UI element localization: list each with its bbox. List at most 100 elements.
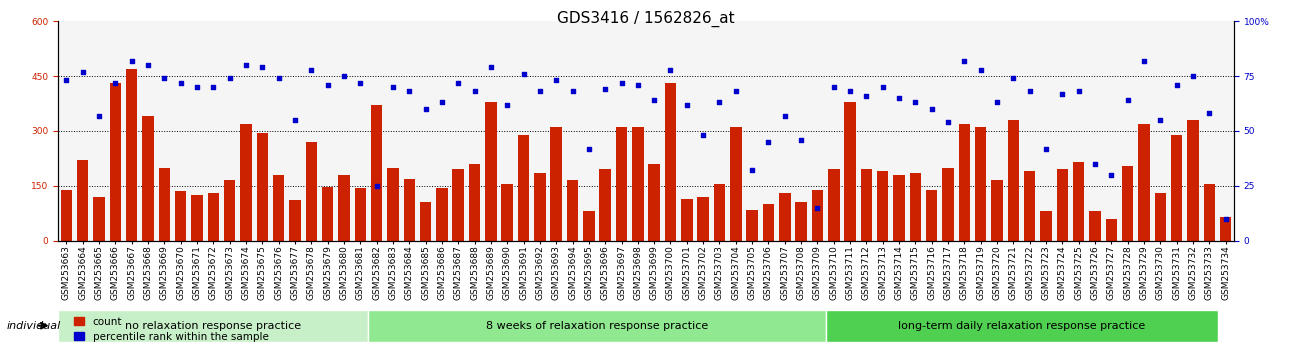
Bar	[991, 181, 1003, 241]
Text: GDS3416 / 1562826_at: GDS3416 / 1562826_at	[557, 11, 735, 27]
Bar	[1204, 184, 1214, 241]
Point	[906, 99, 926, 105]
Point	[1052, 91, 1072, 97]
Point	[235, 62, 256, 68]
Point	[693, 132, 713, 138]
Point	[56, 78, 76, 83]
Point	[513, 71, 534, 77]
Point	[562, 88, 583, 94]
Bar	[698, 197, 709, 241]
Bar	[893, 175, 904, 241]
Bar	[501, 184, 513, 241]
Bar	[599, 170, 611, 241]
Bar	[388, 167, 399, 241]
Point	[1003, 75, 1023, 81]
Bar	[811, 189, 823, 241]
Bar	[1220, 217, 1231, 241]
Point	[709, 99, 730, 105]
Bar	[273, 175, 284, 241]
Bar	[339, 175, 350, 241]
Point	[823, 84, 844, 90]
Point	[415, 106, 435, 112]
Point	[774, 113, 795, 119]
Text: long-term daily relaxation response practice: long-term daily relaxation response prac…	[898, 321, 1145, 331]
Point	[677, 102, 698, 108]
Point	[89, 113, 110, 119]
Bar	[1074, 162, 1084, 241]
Point	[72, 69, 93, 75]
Point	[154, 75, 174, 81]
Point	[350, 80, 371, 86]
Point	[318, 82, 339, 88]
Point	[1182, 73, 1203, 79]
Bar	[371, 105, 382, 241]
Point	[857, 93, 877, 99]
Bar	[1138, 124, 1150, 241]
Point	[660, 67, 681, 72]
Bar	[452, 170, 464, 241]
Bar	[665, 84, 676, 241]
Point	[938, 119, 959, 125]
Bar	[534, 173, 545, 241]
Bar	[1106, 219, 1118, 241]
Bar	[1025, 171, 1035, 241]
Point	[1150, 117, 1171, 123]
Bar	[942, 167, 953, 241]
Point	[203, 84, 224, 90]
Bar	[860, 170, 872, 241]
Point	[530, 88, 550, 94]
Bar	[420, 202, 432, 241]
Bar	[289, 200, 301, 241]
Point	[481, 64, 501, 70]
Point	[1101, 172, 1121, 178]
Point	[643, 97, 664, 103]
Point	[171, 80, 191, 86]
Bar	[257, 133, 267, 241]
Point	[220, 75, 240, 81]
Point	[611, 80, 632, 86]
Point	[1036, 146, 1057, 152]
Point	[138, 62, 159, 68]
Bar	[796, 202, 806, 241]
Point	[726, 88, 747, 94]
Bar	[486, 102, 496, 241]
Bar	[437, 188, 447, 241]
Point	[840, 88, 860, 94]
Bar	[1187, 120, 1199, 241]
Point	[987, 99, 1008, 105]
Bar	[779, 193, 791, 241]
Point	[953, 58, 974, 64]
Bar	[632, 127, 643, 241]
Bar	[469, 164, 481, 241]
Bar	[926, 189, 938, 241]
Point	[970, 67, 991, 72]
Bar	[403, 178, 415, 241]
Point	[1085, 161, 1106, 167]
Bar	[1171, 135, 1182, 241]
Bar	[322, 187, 333, 241]
Bar	[142, 116, 154, 241]
Bar	[224, 181, 235, 241]
Bar	[240, 124, 252, 241]
Point	[872, 84, 893, 90]
Bar	[845, 102, 855, 241]
Point	[742, 168, 762, 173]
Text: no relaxation response practice: no relaxation response practice	[125, 321, 301, 331]
Bar	[877, 171, 889, 241]
Point	[366, 183, 386, 189]
Bar	[61, 189, 72, 241]
Point	[628, 82, 649, 88]
Bar	[125, 69, 137, 241]
Point	[301, 67, 322, 72]
Point	[105, 80, 125, 86]
Bar	[959, 124, 970, 241]
Point	[1167, 82, 1187, 88]
Point	[448, 80, 469, 86]
Bar	[828, 170, 840, 241]
Bar	[159, 167, 171, 241]
Point	[1216, 216, 1236, 222]
Bar	[191, 195, 203, 241]
Point	[382, 84, 403, 90]
Bar	[1089, 211, 1101, 241]
Point	[1019, 88, 1040, 94]
